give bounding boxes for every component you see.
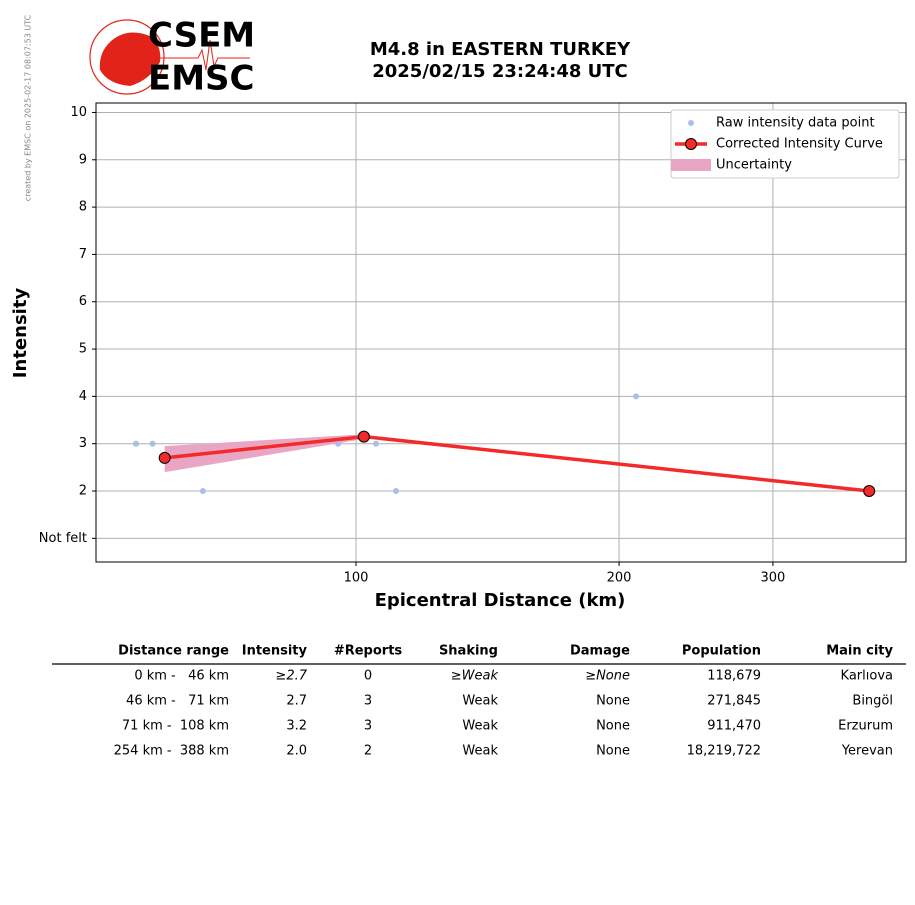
y-tick-label: 2 bbox=[79, 484, 87, 499]
y-tick-label: 7 bbox=[79, 247, 87, 262]
logo-wave bbox=[160, 39, 250, 71]
y-tick-label: 10 bbox=[70, 105, 87, 120]
y-axis-label: Intensity bbox=[10, 288, 31, 379]
y-tick-label: 4 bbox=[79, 389, 87, 404]
raw-point bbox=[132, 440, 139, 447]
table-cell: 118,679 bbox=[707, 669, 761, 684]
table: Distance range Intensity #Reports Shaking Da… bbox=[52, 644, 906, 759]
table-cell: None bbox=[596, 694, 630, 709]
plot bbox=[132, 393, 876, 498]
table-header: Population bbox=[682, 644, 761, 659]
curve-point bbox=[863, 485, 876, 498]
legend: Raw intensity data point Corrected Intens… bbox=[670, 109, 900, 179]
side-note: created by EMSC on 2025-02-17 08:07:53 U… bbox=[24, 14, 33, 201]
logo: CSEM EMSC bbox=[89, 16, 255, 99]
table-cell: Weak bbox=[462, 719, 498, 734]
chart-title: M4.8 in EASTERN TURKEY bbox=[370, 39, 631, 60]
table-header: Main city bbox=[826, 644, 893, 659]
table-cell: ≥Weak bbox=[451, 669, 499, 684]
table-cell: 0 bbox=[364, 669, 372, 684]
x-tick-label: 300 bbox=[761, 571, 786, 586]
legend-swatch bbox=[688, 120, 694, 126]
legend-box bbox=[670, 109, 900, 179]
x-tick-label: 200 bbox=[607, 571, 632, 586]
table-cell: 271,845 bbox=[707, 694, 761, 709]
legend-label: Corrected Intensity Curve bbox=[716, 137, 883, 152]
y-tick-label: 9 bbox=[79, 152, 87, 167]
table-header: Distance range bbox=[118, 644, 229, 659]
table-cell: None bbox=[596, 719, 630, 734]
table-cell: Yerevan bbox=[841, 744, 893, 759]
x-axis-label: Epicentral Distance (km) bbox=[375, 590, 626, 611]
y-tick-label: 6 bbox=[79, 294, 87, 309]
table-header: Intensity bbox=[242, 644, 308, 659]
curve-point bbox=[158, 451, 171, 464]
table-cell: 3 bbox=[364, 719, 372, 734]
raw-point bbox=[199, 488, 206, 495]
table-cell: Erzurum bbox=[838, 719, 893, 734]
table-cell: Weak bbox=[462, 694, 498, 709]
table-cell: 3 bbox=[364, 694, 372, 709]
logo-globe bbox=[89, 19, 165, 95]
legend-swatch bbox=[671, 159, 711, 171]
raw-point bbox=[392, 488, 399, 495]
table-cell: 18,219,722 bbox=[687, 744, 761, 759]
table-cell: 2 bbox=[364, 744, 372, 759]
chart-subtitle: 2025/02/15 23:24:48 UTC bbox=[372, 61, 628, 82]
raw-point bbox=[335, 440, 342, 447]
legend-label: Raw intensity data point bbox=[716, 116, 875, 131]
x-tick-label: 100 bbox=[344, 571, 369, 586]
table-header: #Reports bbox=[334, 644, 403, 659]
table-cell: Weak bbox=[462, 744, 498, 759]
table-cell: 71 km - 108 km bbox=[122, 719, 229, 734]
logo-map bbox=[99, 32, 161, 86]
plot-frame bbox=[95, 102, 907, 563]
y-tick-label: Not felt bbox=[39, 531, 87, 546]
raw-point bbox=[372, 440, 379, 447]
table-cell: Bingöl bbox=[852, 694, 893, 709]
logo-bottom: EMSC bbox=[148, 59, 255, 99]
table-cell: Karlıova bbox=[841, 669, 893, 684]
table-cell: ≥2.7 bbox=[275, 669, 307, 684]
table-cell: ≥None bbox=[585, 669, 630, 684]
y-tick-label: 8 bbox=[79, 200, 87, 215]
legend-swatch bbox=[685, 138, 697, 150]
table-cell: 911,470 bbox=[707, 719, 761, 734]
table-cell: 254 km - 388 km bbox=[114, 744, 229, 759]
table-header: Damage bbox=[570, 644, 630, 659]
table-cell: None bbox=[596, 744, 630, 759]
table-cell: 3.2 bbox=[286, 719, 307, 734]
table-cell: 46 km - 71 km bbox=[126, 694, 229, 709]
y-tick-label: 5 bbox=[79, 342, 87, 357]
uncertainty-band bbox=[164, 434, 364, 473]
y-tick-label: 3 bbox=[79, 436, 87, 451]
legend-label: Uncertainty bbox=[716, 158, 792, 173]
raw-point bbox=[633, 393, 640, 400]
logo-top: CSEM bbox=[148, 16, 255, 56]
raw-point bbox=[149, 440, 156, 447]
table-cell: 0 km - 46 km bbox=[134, 669, 229, 684]
table-cell: 2.0 bbox=[286, 744, 307, 759]
curve-point bbox=[357, 430, 370, 443]
table-cell: 2.7 bbox=[286, 694, 307, 709]
table-header: Shaking bbox=[439, 644, 498, 659]
